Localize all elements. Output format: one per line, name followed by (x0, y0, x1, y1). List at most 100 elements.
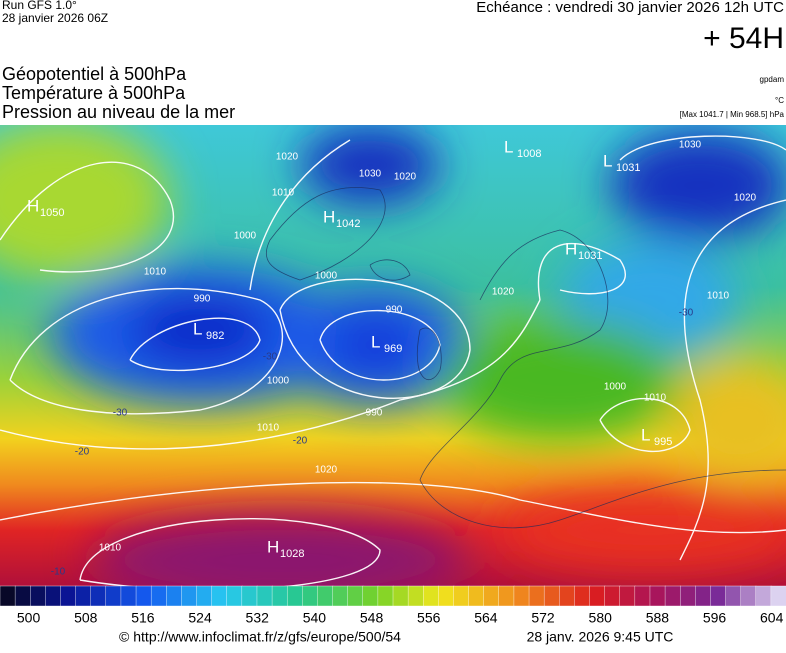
temperature-label: -30 (263, 352, 278, 363)
isobar-label: 1010 (272, 188, 295, 199)
center-value: 995 (654, 436, 672, 448)
colorbar-swatch (453, 585, 470, 607)
colorbar-swatch (468, 585, 485, 607)
isobar-label: 990 (194, 294, 211, 305)
center-letter: L (371, 332, 380, 351)
colorbar-tick-label: 516 (131, 610, 155, 626)
colorbar-swatch (166, 585, 183, 607)
colorbar-swatch (14, 585, 31, 607)
isobar-label: 1010 (144, 267, 167, 278)
center-value: 1050 (40, 207, 64, 219)
colorbar-swatch (649, 585, 666, 607)
isobar-label: 1020 (394, 172, 417, 183)
center-letter: H (27, 196, 39, 215)
center-value: 969 (384, 343, 402, 355)
temperature-label: -20 (75, 447, 90, 458)
colorbar-tick-label: 564 (474, 610, 498, 626)
colorbar-swatch (0, 585, 16, 607)
colorbar-tick-label: 548 (360, 610, 384, 626)
colorbar-swatch (438, 585, 455, 607)
colorbar-swatch (332, 585, 349, 607)
colorbar-swatch (619, 585, 636, 607)
colorbar-swatch (317, 585, 334, 607)
colorbar-tick-label: 524 (188, 610, 212, 626)
center-letter: L (603, 151, 612, 170)
isobar-label: 1020 (315, 465, 338, 476)
colorbar-tick-label: 572 (531, 610, 555, 626)
temperature-label: -10 (51, 567, 66, 578)
colorbar-swatch (75, 585, 92, 607)
center-value: 982 (206, 330, 224, 342)
colorbar-swatch (528, 585, 545, 607)
isobar-label: 1010 (707, 291, 730, 302)
colorbar-tick-label: 508 (74, 610, 98, 626)
field-title: Température à 500hPa (2, 83, 186, 103)
center-letter: H (267, 537, 279, 556)
colorbar-swatch (710, 585, 727, 607)
colorbar-swatch (740, 585, 757, 607)
run-date: 28 janvier 2026 06Z (2, 11, 108, 25)
colorbar-swatch (559, 585, 576, 607)
center-letter: H (565, 239, 577, 258)
colorbar-swatch (105, 585, 122, 607)
colorbar-swatch (770, 585, 786, 607)
colorbar-swatch (90, 585, 107, 607)
colorbar-swatch (423, 585, 440, 607)
isobar-label: 990 (386, 305, 403, 316)
field-title: Pression au niveau de la mer (2, 102, 235, 122)
colorbar-swatch (241, 585, 258, 607)
isobar-label: 1020 (276, 152, 299, 163)
colorbar-tick-label: 604 (760, 610, 784, 626)
isobar-label: 1010 (644, 393, 667, 404)
colorbar-tick-label: 556 (417, 610, 441, 626)
isobar-label: 1000 (234, 231, 257, 242)
lead-time: + 54H (703, 22, 784, 55)
colorbar-swatch (120, 585, 137, 607)
colorbar-tick-label: 532 (246, 610, 270, 626)
colorbar-swatch (695, 585, 712, 607)
isobar-label: 1000 (315, 271, 338, 282)
colorbar-tick-label: 540 (303, 610, 327, 626)
temperature-label: -30 (113, 408, 128, 419)
center-letter: L (193, 319, 202, 338)
center-value: 1031 (578, 250, 602, 262)
isobar-label: 990 (366, 408, 383, 419)
colorbar-tick-label: 500 (17, 610, 41, 626)
colorbar-swatch (513, 585, 530, 607)
colorbar-swatch (256, 585, 273, 607)
center-letter: L (641, 425, 650, 444)
colorbar-swatch (302, 585, 319, 607)
colorbar-swatch (30, 585, 47, 607)
unit-label: °C (775, 96, 784, 105)
temperature-label: -30 (679, 308, 694, 319)
colorbar-swatch (589, 585, 606, 607)
center-value: 1028 (280, 548, 304, 560)
colorbar-swatch (362, 585, 379, 607)
center-letter: H (323, 207, 335, 226)
colorbar-swatch (407, 585, 424, 607)
colorbar-swatch (196, 585, 213, 607)
center-value: 1031 (616, 162, 640, 174)
isobar-label: 1010 (99, 543, 122, 554)
colorbar-swatch (286, 585, 304, 607)
colorbar-swatch (498, 585, 515, 607)
unit-label: gpdam (760, 75, 785, 84)
run-label: Run GFS 1.0° (2, 0, 77, 12)
isobar-label: 1030 (359, 169, 382, 180)
unit-label: [Max 1041.7 | Min 968.5] hPa (680, 110, 785, 119)
isobar-label: 1010 (257, 423, 280, 434)
colorbar-swatch (543, 585, 560, 607)
colorbar-tick-label: 596 (703, 610, 727, 626)
colorbar-swatch (271, 585, 288, 607)
isobar-label: 1030 (679, 140, 702, 151)
valid-time: Echéance : vendredi 30 janvier 2026 12h … (476, 0, 784, 16)
center-value: 1008 (517, 148, 541, 160)
colorbar-swatch (634, 585, 651, 607)
footer-date: 28 janv. 2026 9:45 UTC (527, 629, 674, 645)
map (0, 125, 786, 586)
colorbar-swatch (574, 585, 591, 607)
colorbar-swatch (664, 585, 681, 607)
center-value: 1042 (336, 218, 360, 230)
temperature-label: -20 (293, 436, 308, 447)
